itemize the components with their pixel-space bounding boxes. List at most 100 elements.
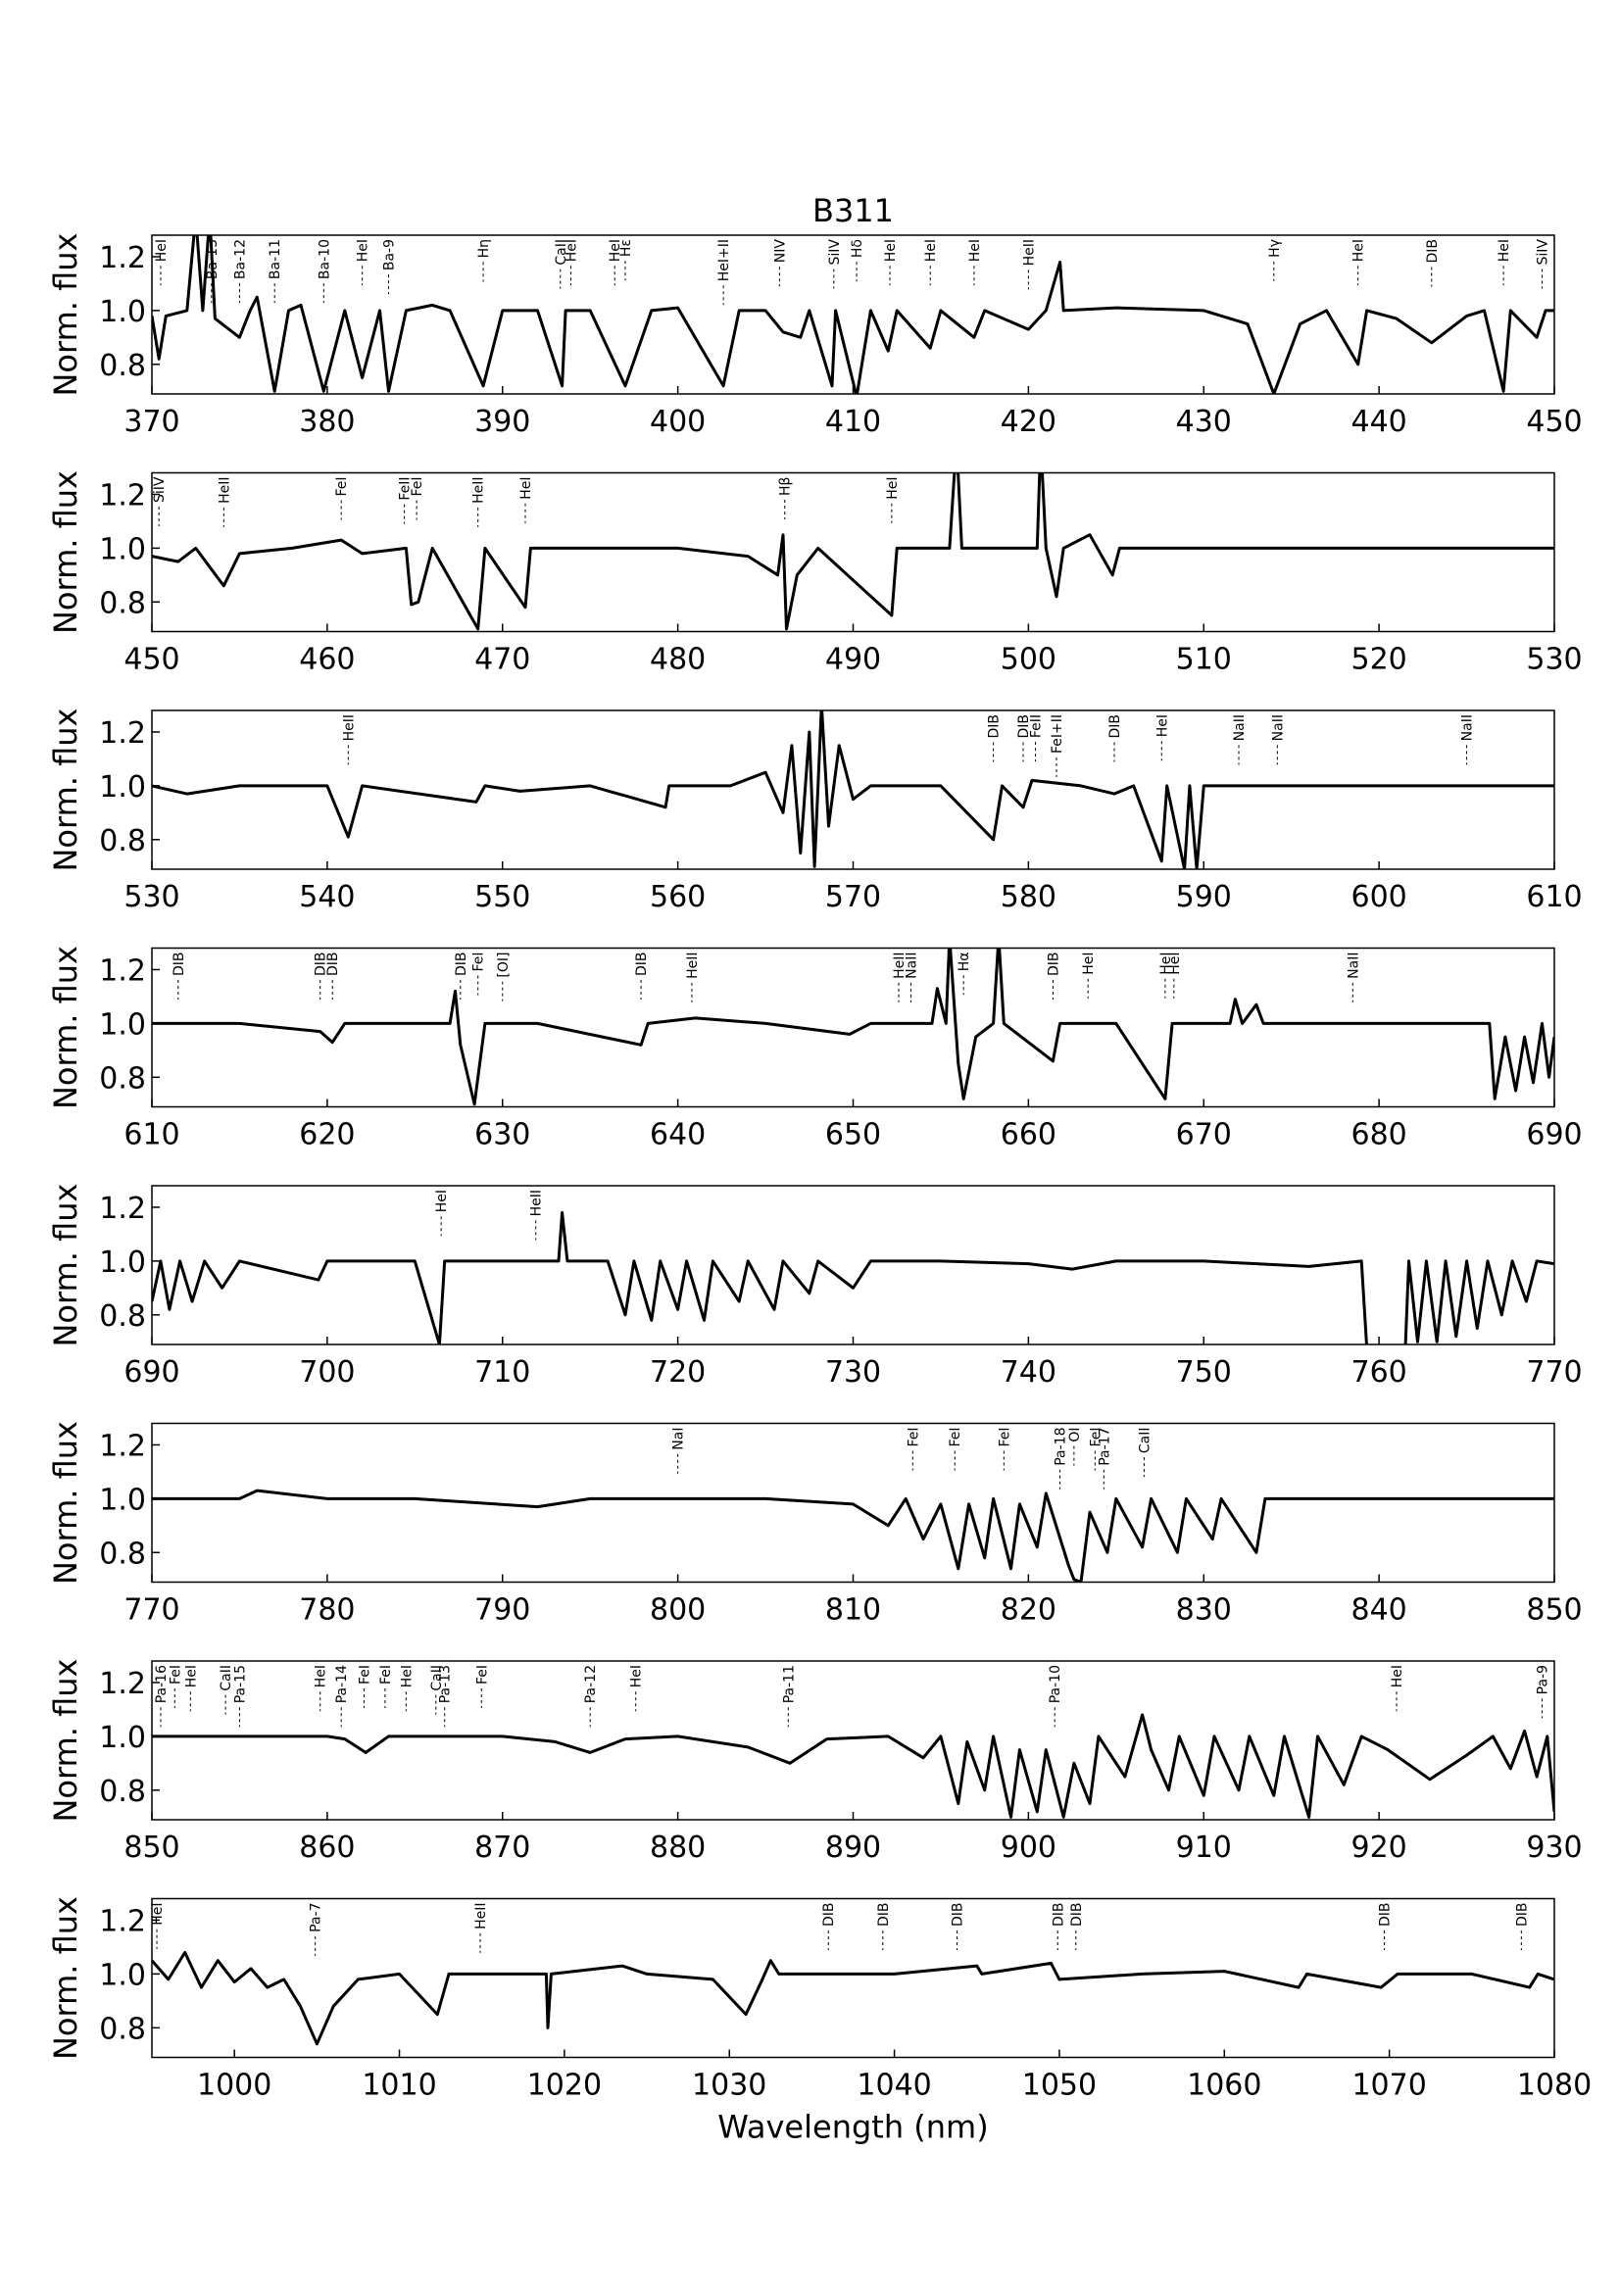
- x-tick-label: 720: [650, 1355, 706, 1390]
- line-label: DIB: [325, 953, 341, 977]
- y-tick-label: 1.0: [99, 1958, 146, 1992]
- x-tick-label: 870: [474, 1831, 530, 1865]
- x-tick-label: 670: [1176, 1118, 1232, 1152]
- y-axis-label: Norm. flux: [47, 1184, 84, 1347]
- y-axis-label: Norm. flux: [47, 1659, 84, 1823]
- x-tick-label: 580: [1001, 880, 1056, 914]
- x-tick-label: 770: [123, 1593, 179, 1628]
- y-tick-label: 0.8: [99, 2012, 146, 2046]
- line-label: HeII: [341, 714, 357, 741]
- line-label: FeII: [398, 477, 414, 501]
- x-tick-label: 540: [299, 880, 355, 914]
- line-label: FeI: [474, 1665, 490, 1685]
- line-label: HeI+II: [716, 239, 732, 281]
- line-label: FeI: [357, 1665, 372, 1685]
- x-tick-label: 810: [825, 1593, 881, 1628]
- line-label: HeII: [529, 1190, 545, 1216]
- line-label: HeI: [434, 1190, 450, 1212]
- line-label: HeI: [629, 1665, 645, 1687]
- line-label: DIB: [634, 953, 650, 977]
- plot-frame: [151, 471, 1555, 633]
- line-label: DIB: [1425, 239, 1441, 264]
- line-label: FeI+II: [1050, 714, 1065, 754]
- x-tick-label: 370: [123, 405, 179, 439]
- spectrum-line: [152, 1489, 1554, 1583]
- plot-frame: [151, 1897, 1555, 2059]
- line-label: HeI: [1497, 239, 1512, 262]
- line-label: DIB: [1107, 714, 1123, 739]
- line-label: Pa-18: [1054, 1428, 1069, 1466]
- spectrum-line: [152, 948, 1554, 1106]
- line-label: HeII: [473, 1903, 489, 1930]
- x-tick-label: 470: [474, 643, 530, 677]
- y-axis-label: Norm. flux: [47, 1421, 84, 1585]
- x-tick-label: 1070: [1351, 2069, 1426, 2103]
- line-label: HeI: [608, 239, 623, 262]
- spectrum-line: [152, 710, 1554, 869]
- line-label: DIB: [1046, 953, 1061, 977]
- line-label: Ba-9: [381, 239, 397, 270]
- line-label: HeI: [885, 477, 901, 500]
- x-tick-label: 560: [650, 880, 706, 914]
- line-label: NaII: [1346, 953, 1361, 979]
- line-label: FeI: [410, 477, 425, 497]
- x-tick-label: 590: [1176, 880, 1232, 914]
- panel: Norm. flux 450 460 470 480 490 500 510 520 530 0.8…: [47, 470, 1583, 677]
- plot-frame: [151, 709, 1555, 870]
- line-label: Ba-10: [317, 239, 332, 279]
- x-tick-label: 880: [650, 1831, 706, 1865]
- line-label: DIB: [951, 1903, 966, 1928]
- y-tick-label: 1.0: [99, 295, 146, 329]
- y-tick-label: 1.2: [99, 716, 146, 751]
- line-label: NaII: [1460, 714, 1476, 741]
- line-label: CaII: [429, 1665, 445, 1691]
- line-label: HeII: [471, 477, 487, 504]
- x-tick-label: 640: [650, 1118, 706, 1152]
- y-tick-label: 0.8: [99, 1061, 146, 1096]
- panel: B311 Norm. flux 370 380 390 400 410 420 430 440 45…: [47, 192, 1583, 439]
- x-tick-label: 600: [1350, 880, 1406, 914]
- x-tick-label: 620: [299, 1118, 355, 1152]
- y-axis-label: Norm. flux: [47, 233, 84, 397]
- line-label: NaII: [1232, 714, 1248, 741]
- line-label: Pa-14: [334, 1665, 350, 1703]
- line-label: HeI: [883, 239, 899, 262]
- x-tick-label: 740: [1001, 1355, 1056, 1390]
- x-tick-label: 1080: [1517, 2069, 1592, 2103]
- x-tick-label: 1040: [857, 2069, 931, 2103]
- y-axis-label: Norm. flux: [47, 946, 84, 1109]
- line-label: CaII: [554, 239, 569, 266]
- line-label: HeI: [1351, 239, 1367, 262]
- line-label: DIB: [1378, 1903, 1394, 1928]
- line-label: Ba-13: [205, 239, 221, 279]
- line-label: FeI: [997, 1428, 1012, 1447]
- line-label: Pa-17: [1097, 1428, 1112, 1466]
- line-label: DIB: [454, 953, 469, 977]
- line-label: Hε: [618, 239, 634, 257]
- line-label: HeI: [518, 477, 534, 500]
- line-label: Pa-12: [583, 1665, 599, 1703]
- y-tick-label: 1.2: [99, 478, 146, 513]
- x-tick-label: 790: [474, 1593, 530, 1628]
- plot-frame: [151, 947, 1555, 1108]
- line-label: NaII: [1270, 714, 1286, 741]
- x-tick-label: 430: [1176, 405, 1232, 439]
- plot-frame: [151, 234, 1555, 395]
- line-label: DIB: [314, 953, 329, 977]
- y-tick-label: 0.8: [99, 586, 146, 620]
- x-tick-label: 860: [299, 1831, 355, 1865]
- panel: Norm. flux 770 780 790 800 810 820 830 840 850 0.8…: [47, 1421, 1583, 1628]
- x-tick-label: 420: [1001, 405, 1056, 439]
- line-label: Hβ: [778, 477, 794, 496]
- spectrum-line: [152, 235, 1554, 394]
- line-label: FeI: [1088, 1428, 1104, 1447]
- spectrum-line: [152, 472, 1554, 631]
- y-tick-label: 0.8: [99, 824, 146, 858]
- line-label: HeI: [314, 1665, 329, 1687]
- x-tick-label: 840: [1350, 1593, 1406, 1628]
- x-tick-label: 570: [825, 880, 881, 914]
- x-tick-label: 710: [474, 1355, 530, 1390]
- line-label: Pa-7: [309, 1903, 324, 1932]
- x-tick-label: 1050: [1022, 2069, 1097, 2103]
